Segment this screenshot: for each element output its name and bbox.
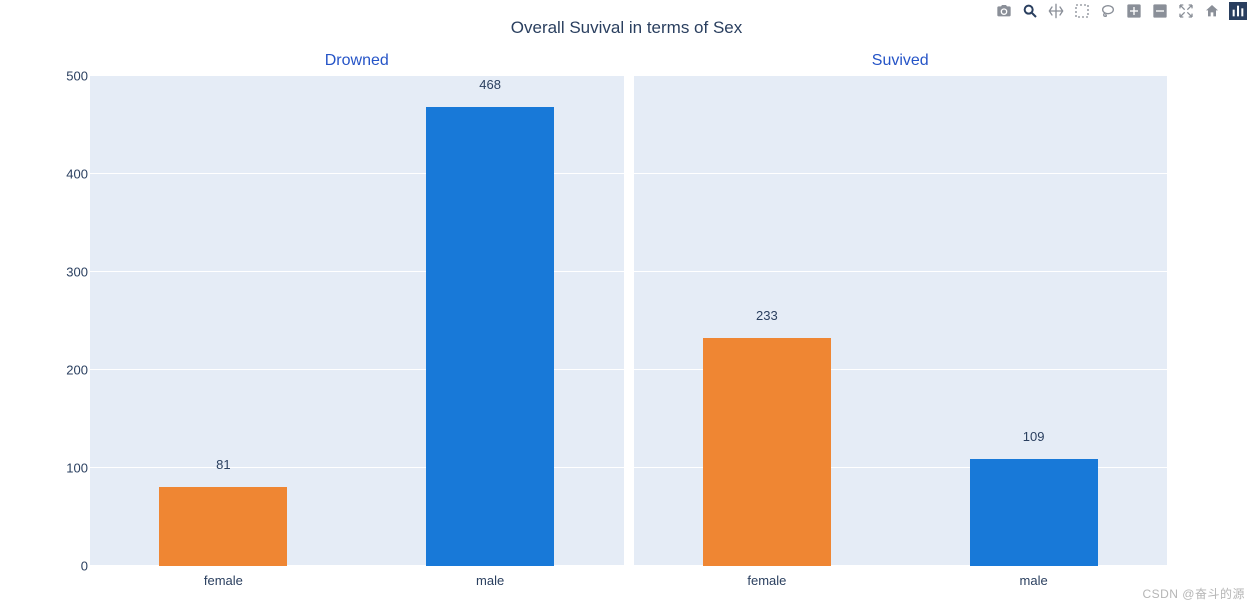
bar-value-label: 109 xyxy=(1023,429,1045,444)
chart-stage: Overall Suvival in terms of Sex Numbers … xyxy=(0,0,1253,606)
bar-value-label: 468 xyxy=(479,77,501,92)
subplot-panel: Drowned81female468male xyxy=(90,76,624,566)
subplot-title: Suvived xyxy=(634,52,1168,70)
bar[interactable] xyxy=(426,107,554,566)
y-tick: 200 xyxy=(54,363,88,378)
chart-title: Overall Suvival in terms of Sex xyxy=(0,18,1253,38)
x-tick: female xyxy=(204,573,243,588)
subplot-panel: Suvived233female109male xyxy=(634,76,1168,566)
bar-value-label: 81 xyxy=(216,457,230,472)
gridline xyxy=(634,75,1168,76)
gridline xyxy=(634,173,1168,174)
y-tick: 500 xyxy=(54,69,88,84)
bar[interactable] xyxy=(703,338,831,566)
y-tick: 0 xyxy=(54,559,88,574)
plot-area: Drowned81female468maleSuvived233female10… xyxy=(90,76,1167,566)
y-tick: 400 xyxy=(54,167,88,182)
gridline xyxy=(634,271,1168,272)
x-tick: male xyxy=(476,573,504,588)
y-tick: 100 xyxy=(54,461,88,476)
bar[interactable] xyxy=(159,487,287,566)
x-tick: female xyxy=(747,573,786,588)
gridline xyxy=(90,75,624,76)
bar[interactable] xyxy=(970,459,1098,566)
y-tick: 300 xyxy=(54,265,88,280)
y-axis-ticks: 0100200300400500 xyxy=(54,76,88,566)
subplot-title: Drowned xyxy=(90,52,624,70)
watermark: CSDN @奋斗的源 xyxy=(1142,585,1245,602)
bar-value-label: 233 xyxy=(756,308,778,323)
x-tick: male xyxy=(1020,573,1048,588)
